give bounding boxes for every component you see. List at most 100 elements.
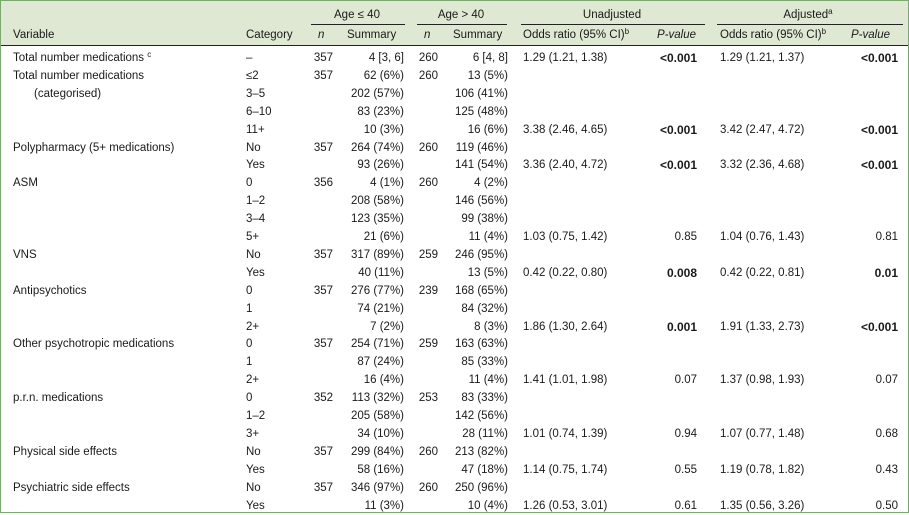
cell-summary1: 7 (2%) <box>370 320 404 333</box>
cell-summary1: 4 (1%) <box>370 177 404 190</box>
footnote-b-1: b <box>624 27 630 36</box>
cell-variable-text: Total number medications <box>13 52 145 64</box>
cell-n1: 357 <box>313 52 333 64</box>
group-adjusted-label: Adjusted <box>783 9 829 21</box>
cell-or1: 1.03 (0.75, 1.42) <box>523 231 608 243</box>
cell-n2: 260 <box>418 481 438 494</box>
cell-summary2: 142 (56%) <box>454 410 508 422</box>
cell-category: 2+ <box>246 374 260 387</box>
col-or-adjusted: Odds ratio (95% CI)b <box>720 26 826 44</box>
cell-category: Yes <box>246 463 265 476</box>
cell-summary2: 168 (65%) <box>454 284 508 297</box>
col-or-unadjusted-label: Odds ratio (95% CI) <box>523 29 625 41</box>
cell-variable: Psychiatric side effects <box>13 479 130 497</box>
cell-summary1: 299 (84%) <box>350 445 404 458</box>
cell-n1: 357 <box>313 69 333 82</box>
cell-summary2: 141 (54%) <box>454 159 508 172</box>
cell-p1: 0.61 <box>674 499 697 512</box>
cell-variable-text: (categorised) <box>34 87 102 100</box>
cell-category: No <box>246 481 261 494</box>
cell-p2: 0.43 <box>875 463 898 476</box>
rule-unadjusted <box>521 24 705 25</box>
cell-category: 5+ <box>246 231 260 243</box>
cell-or2: 1.91 (1.33, 2.73) <box>720 320 805 333</box>
cell-p1: 0.07 <box>674 374 697 387</box>
cell-summary2: 146 (56%) <box>454 195 508 208</box>
footnote-b-2: b <box>821 27 827 36</box>
cell-variable: ASM <box>13 174 38 192</box>
cell-summary1: 83 (23%) <box>357 105 404 118</box>
cell-summary1: 34 (10%) <box>357 427 404 440</box>
cell-category: 6–10 <box>246 105 272 118</box>
cell-summary2: 163 (63%) <box>454 338 508 351</box>
cell-summary1: 74 (21%) <box>357 302 404 315</box>
cell-summary1: 317 (89%) <box>350 248 404 261</box>
cell-p1: 0.85 <box>674 231 697 243</box>
cell-or2: 1.29 (1.21, 1.37) <box>720 52 805 64</box>
col-summary-le-40: Summary <box>347 29 397 41</box>
cell-n2: 239 <box>418 284 438 297</box>
cell-category: 3+ <box>246 427 260 440</box>
cell-summary1: 346 (97%) <box>350 481 404 494</box>
cell-variable-text: p.r.n. medications <box>13 392 104 405</box>
cell-or1: 0.42 (0.22, 0.80) <box>523 266 608 279</box>
cell-category: Yes <box>246 266 265 279</box>
cell-category: No <box>246 141 261 154</box>
cell-summary2: 11 (4%) <box>468 231 508 243</box>
col-summary-gt-40: Summary <box>453 29 503 41</box>
col-p-adjusted: P-value <box>851 29 890 41</box>
cell-summary2: 83 (33%) <box>461 392 508 405</box>
cell-variable: Polypharmacy (5+ medications) <box>13 139 174 157</box>
cell-variable: Other psychotropic medications <box>13 335 174 353</box>
cell-category: ≤2 <box>246 69 259 82</box>
rule-age-gt-40 <box>417 24 507 25</box>
cell-summary1: 276 (77%) <box>350 284 404 297</box>
cell-summary2: 28 (11%) <box>462 427 508 440</box>
cell-n1: 357 <box>313 481 333 494</box>
cell-category: 3–4 <box>246 213 266 226</box>
cell-summary1: 58 (16%) <box>357 463 404 476</box>
cell-or1: 3.38 (2.46, 4.65) <box>523 123 608 136</box>
cell-summary1: 16 (4%) <box>363 374 404 387</box>
cell-summary2: 250 (96%) <box>454 481 508 494</box>
cell-variable: Physical side effects <box>13 443 117 461</box>
cell-n1: 357 <box>313 248 333 261</box>
cell-category: Yes <box>246 499 265 512</box>
group-age-gt-40: Age > 40 <box>437 9 485 21</box>
cell-or2: 1.07 (0.77, 1.48) <box>720 427 805 440</box>
cell-variable: Total number medications <box>13 67 144 85</box>
cell-or2: 3.42 (2.47, 4.72) <box>720 123 805 136</box>
cell-variable-text: VNS <box>13 248 37 261</box>
cell-p2: 0.01 <box>874 265 898 280</box>
cell-category: 0 <box>246 392 253 405</box>
cell-summary1: 87 (24%) <box>357 356 404 369</box>
group-adjusted: Adjusteda <box>715 6 901 24</box>
cell-or1: 1.29 (1.21, 1.38) <box>523 52 608 64</box>
cell-p1: 0.008 <box>666 265 697 280</box>
group-age-le-40: Age ≤ 40 <box>334 9 380 21</box>
cell-or1: 1.14 (0.75, 1.74) <box>523 463 608 476</box>
cell-n2: 260 <box>418 52 438 64</box>
col-or-unadjusted: Odds ratio (95% CI)b <box>523 26 629 44</box>
group-unadjusted: Unadjusted <box>582 9 642 21</box>
cell-or1: 1.41 (1.01, 1.98) <box>523 374 608 387</box>
cell-or2: 0.42 (0.22, 0.81) <box>720 266 805 279</box>
cell-n1: 356 <box>313 177 333 190</box>
col-variable: Variable <box>13 29 55 41</box>
cell-summary2: 85 (33%) <box>461 356 508 369</box>
cell-variable-text: Physical side effects <box>13 445 117 458</box>
cell-p1: <0.001 <box>659 122 697 137</box>
cell-variable: p.r.n. medications <box>13 389 103 407</box>
col-p-unadjusted: P-value <box>657 29 696 41</box>
cell-variable-text: Antipsychotics <box>13 284 87 297</box>
cell-p1: 0.55 <box>674 463 697 476</box>
cell-summary2: 84 (32%) <box>461 302 508 315</box>
cell-p2: 0.81 <box>875 231 898 243</box>
cell-category: 1–2 <box>246 410 266 422</box>
cell-summary2: 16 (6%) <box>467 123 508 136</box>
cell-or2: 3.32 (2.36, 4.68) <box>720 159 805 172</box>
cell-p2: <0.001 <box>860 122 898 137</box>
cell-summary1: 21 (6%) <box>363 231 404 243</box>
cell-summary1: 205 (58%) <box>350 410 404 422</box>
cell-p1: 0.94 <box>674 427 697 440</box>
